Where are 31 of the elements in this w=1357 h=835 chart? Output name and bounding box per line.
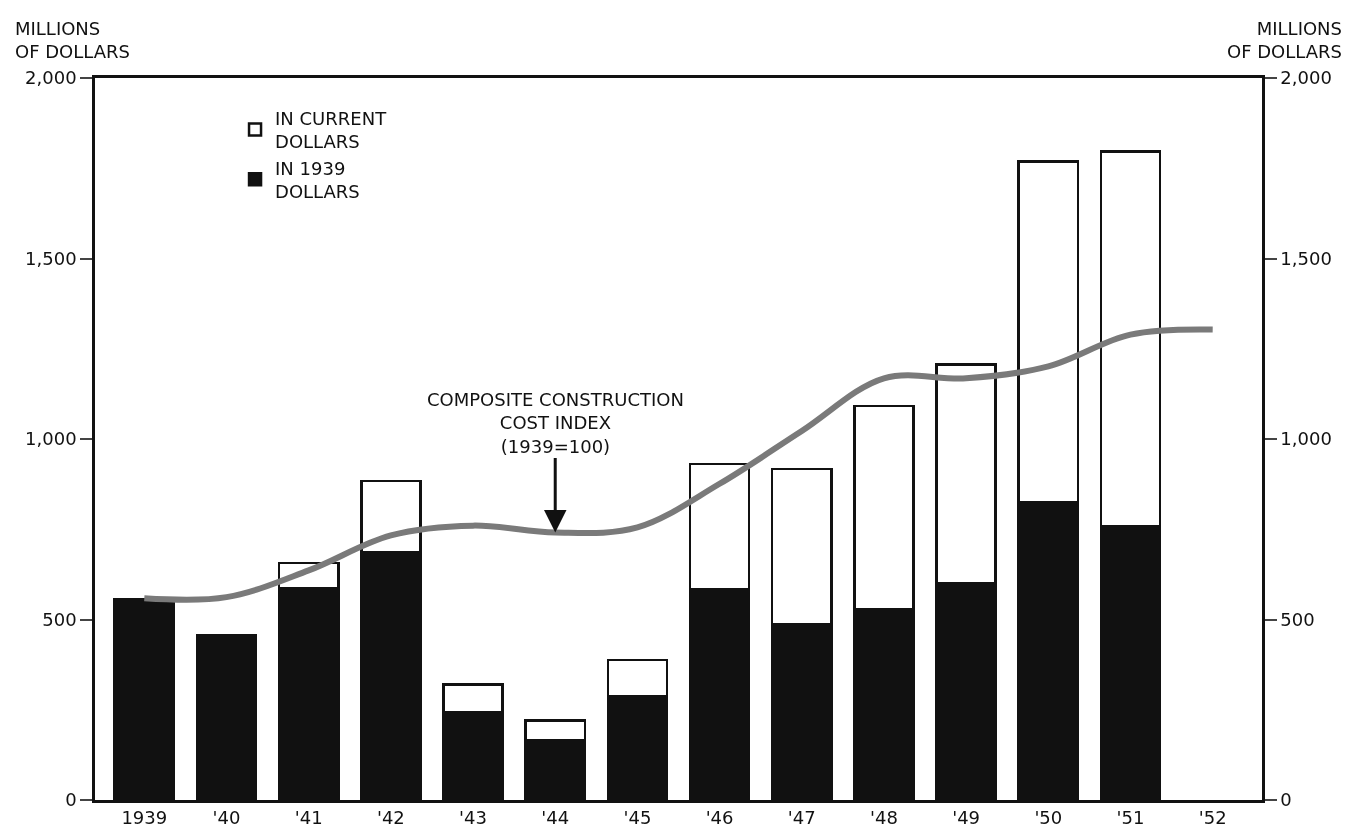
y-axis-title: MILLIONS OF DOLLARS xyxy=(15,18,130,63)
bar xyxy=(195,633,258,800)
x-tick-label: '51 xyxy=(1116,807,1145,829)
y2-tick-label: 0 xyxy=(1280,789,1292,811)
y2-tick-label: 500 xyxy=(1280,608,1315,630)
bar xyxy=(113,598,176,800)
x-tick-label: '41 xyxy=(294,807,323,829)
y-tick-label: 1,500 xyxy=(25,247,77,269)
y2-tick-label: 1,000 xyxy=(1280,428,1332,450)
legend-label: IN 1939 DOLLARS xyxy=(275,157,360,203)
y2-axis-title: MILLIONS OF DOLLARS xyxy=(1227,18,1342,63)
x-tick-label: '45 xyxy=(623,807,652,829)
x-tick-label: '46 xyxy=(705,807,734,829)
legend-label: IN CURRENT DOLLARS xyxy=(275,107,388,153)
x-tick-label: '44 xyxy=(541,807,570,829)
y-tick-label: 500 xyxy=(42,608,77,630)
x-tick-label: '50 xyxy=(1034,807,1063,829)
y-tick-label: 2,000 xyxy=(25,67,77,89)
x-tick-label: 1939 xyxy=(121,807,168,829)
y2-tick-label: 2,000 xyxy=(1280,67,1332,89)
x-tick-label: '43 xyxy=(459,807,487,829)
y-tick-label: 1,000 xyxy=(25,428,77,450)
x-tick-label: '40 xyxy=(212,807,241,829)
y-tick-label: 0 xyxy=(65,789,77,811)
x-tick-label: '42 xyxy=(376,807,405,829)
x-tick-label: '52 xyxy=(1198,807,1227,829)
annotation: COMPOSITE CONSTRUCTION COST INDEX (1939=100) xyxy=(427,389,684,457)
x-tick-label: '47 xyxy=(787,807,816,829)
x-tick-label: '48 xyxy=(870,807,898,829)
x-tick-label: '49 xyxy=(952,807,981,829)
y2-tick-label: 1,500 xyxy=(1280,247,1332,269)
